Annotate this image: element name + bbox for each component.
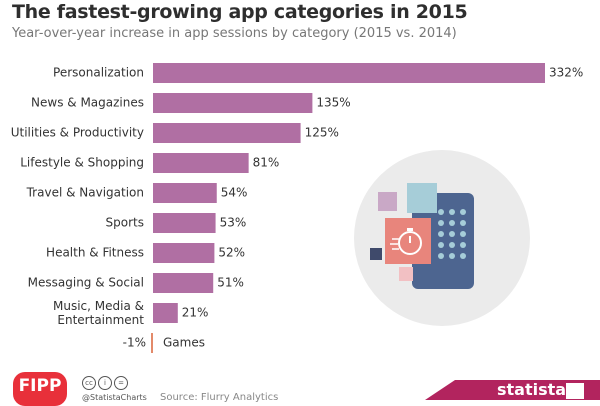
category-label: Games [163,336,205,350]
phone-dot [449,209,455,215]
statista-mark-icon [566,383,584,399]
phone-dot [449,242,455,248]
category-label: Sports [106,216,144,230]
bar [153,93,313,113]
bar [153,243,215,263]
bar [153,63,545,83]
category-label: Utilities & Productivity [11,126,144,140]
phone-dots [438,209,466,259]
value-label: 52% [218,246,245,260]
category-label: Music, Media & Entertainment [53,299,144,327]
twitter-handle: @StatistaCharts [82,393,147,402]
phone-dot [438,220,444,226]
category-label: Health & Fitness [46,246,144,260]
bar [153,273,214,293]
phone-dot [449,231,455,237]
category-label: Messaging & Social [28,276,144,290]
source-note: Source: Flurry Analytics [160,392,279,403]
bars-layer: 332% Personalization 135% News & Magazines 1… [11,63,583,353]
value-label: 81% [253,156,280,170]
tile-light-blue [407,183,437,213]
category-label: News & Magazines [31,96,144,110]
phone-icon [412,193,474,289]
value-label: -1% [123,336,146,350]
bar [153,303,178,323]
tile-navy [370,248,382,260]
tile-pink [399,267,413,281]
fipp-logo: FIPP [13,372,67,406]
category-label: Travel & Navigation [26,186,144,200]
phone-dot [438,253,444,259]
phone-dot [460,209,466,215]
phone-dot [449,220,455,226]
value-label: 125% [305,126,339,140]
app-illustration [354,150,530,326]
chart-title: The fastest-growing app categories in 20… [12,1,468,23]
tile-lilac [378,192,397,211]
nd-icon: = [114,376,128,390]
phone-dot [438,209,444,215]
chart-subtitle: Year-over-year increase in app sessions … [12,26,457,41]
stopwatch-tile [385,218,431,264]
cc-icon: cc [82,376,96,390]
by-icon: i [98,376,112,390]
bar [153,153,249,173]
category-label: Lifestyle & Shopping [20,156,144,170]
value-label: 332% [549,66,583,80]
phone-dot [438,242,444,248]
statista-logo[interactable]: statista [497,380,567,399]
phone-dot [460,231,466,237]
phone-dot [438,231,444,237]
bar [153,123,301,143]
value-label: 21% [182,306,209,320]
value-label: 53% [220,216,247,230]
phone-dot [460,242,466,248]
bar [153,213,216,233]
statista-band [425,380,600,400]
stopwatch-icon [398,231,422,255]
value-label: 54% [221,186,248,200]
stopwatch-crown [407,228,413,231]
phone-dot [460,253,466,259]
value-label: 135% [316,96,350,110]
value-label: 51% [217,276,244,290]
creative-commons-icons: cc i = [82,376,130,390]
bar [151,333,153,353]
bar [153,183,217,203]
category-label: Personalization [53,66,144,80]
phone-dot [449,253,455,259]
phone-dot [460,220,466,226]
